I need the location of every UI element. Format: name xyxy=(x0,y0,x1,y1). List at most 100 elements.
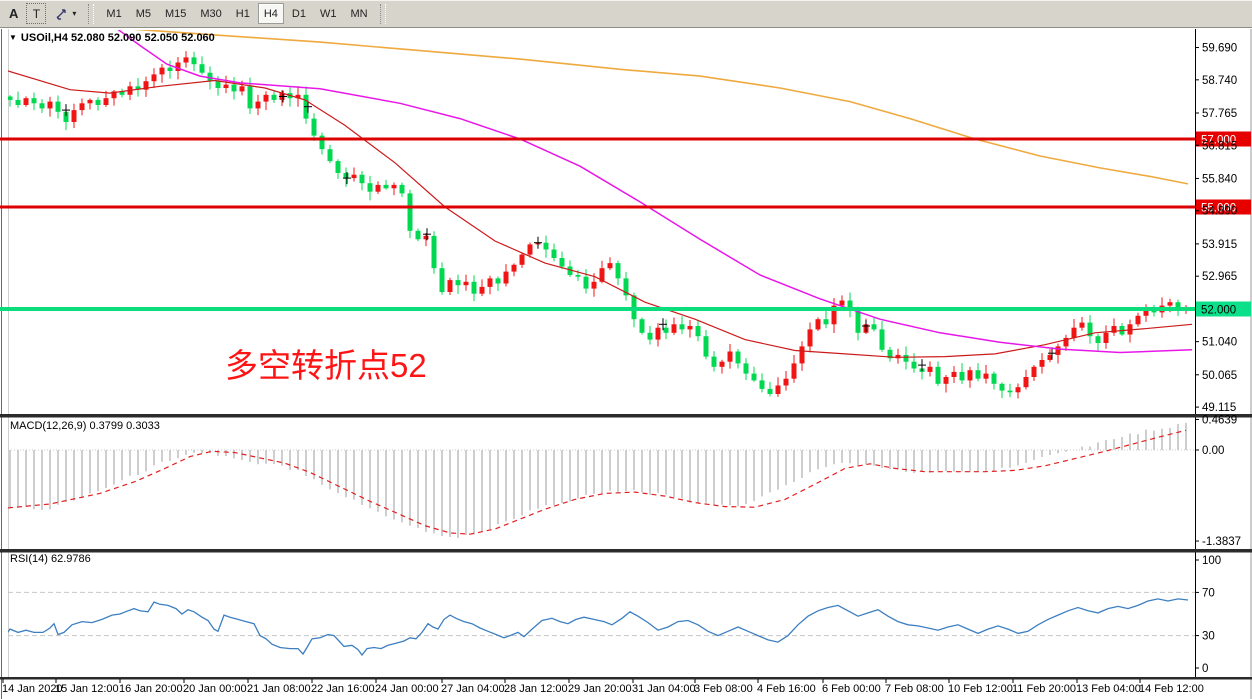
candle-body[interactable] xyxy=(887,349,893,359)
candle-body[interactable] xyxy=(815,319,821,330)
candle-body[interactable] xyxy=(1055,346,1061,355)
candle-body[interactable] xyxy=(39,103,45,109)
time-axis-label[interactable]: 16 Jan 20:00 xyxy=(119,683,183,695)
candle-body[interactable] xyxy=(1111,326,1117,333)
candle-body[interactable] xyxy=(647,332,653,340)
candle-body[interactable] xyxy=(151,74,157,82)
candle-body[interactable] xyxy=(255,101,261,109)
candle-body[interactable] xyxy=(671,324,677,333)
time-axis-label[interactable]: 14 Feb 12:00 xyxy=(1139,683,1204,695)
candle-body[interactable] xyxy=(207,72,213,82)
candle-body[interactable] xyxy=(383,184,389,189)
candle-body[interactable] xyxy=(871,324,877,330)
candle-body[interactable] xyxy=(8,96,13,100)
candle-body[interactable] xyxy=(1007,390,1013,393)
candle-body[interactable] xyxy=(983,373,989,379)
candle-body[interactable] xyxy=(847,300,853,311)
rsi-line[interactable] xyxy=(3,598,1189,657)
candle-body[interactable] xyxy=(415,230,421,240)
timeframe-button-w1[interactable]: W1 xyxy=(319,7,337,20)
timeframe-button-m30[interactable]: M30 xyxy=(200,7,222,20)
candle-body[interactable] xyxy=(199,64,205,73)
candle-body[interactable] xyxy=(1015,387,1021,393)
candle-body[interactable] xyxy=(599,268,605,282)
candle-body[interactable] xyxy=(663,327,669,333)
candle-body[interactable] xyxy=(1063,337,1069,347)
candle-body[interactable] xyxy=(351,174,357,179)
candle-body[interactable] xyxy=(615,263,621,279)
candle-body[interactable] xyxy=(31,98,37,104)
candle-body[interactable] xyxy=(727,351,733,362)
candle-body[interactable] xyxy=(679,324,685,330)
candle-body[interactable] xyxy=(1103,332,1109,343)
candle-body[interactable] xyxy=(343,173,349,179)
candle-body[interactable] xyxy=(967,370,973,381)
candle-body[interactable] xyxy=(879,329,885,350)
candle-body[interactable] xyxy=(503,271,509,284)
timeframe-button-d1[interactable]: D1 xyxy=(291,7,306,20)
candle-body[interactable] xyxy=(703,336,709,357)
candle-body[interactable] xyxy=(183,57,189,63)
candle-body[interactable] xyxy=(575,275,581,277)
candle-body[interactable] xyxy=(511,264,517,272)
time-axis-label[interactable]: 20 Jan 00:00 xyxy=(183,683,247,695)
candle-body[interactable] xyxy=(639,319,645,333)
time-axis-label[interactable]: 3 Feb 08:00 xyxy=(694,683,753,695)
time-axis-label[interactable]: 22 Jan 16:00 xyxy=(311,683,375,695)
candle-body[interactable] xyxy=(191,57,197,65)
candle-body[interactable] xyxy=(1079,322,1085,328)
candle-body[interactable] xyxy=(71,110,77,122)
candle-body[interactable] xyxy=(103,98,109,105)
macd-signal-line[interactable] xyxy=(8,429,1187,535)
candle-body[interactable] xyxy=(55,101,61,112)
time-axis-label[interactable]: 10 Feb 12:00 xyxy=(948,683,1013,695)
toolbar-grip[interactable] xyxy=(379,3,386,24)
candle-body[interactable] xyxy=(239,86,245,92)
candle-body[interactable] xyxy=(927,366,933,372)
candle-body[interactable] xyxy=(479,286,485,294)
candle-body[interactable] xyxy=(23,98,29,105)
candle-body[interactable] xyxy=(1031,366,1037,377)
candle-body[interactable] xyxy=(1135,315,1141,325)
candle-body[interactable] xyxy=(495,278,501,284)
candle-body[interactable] xyxy=(583,276,589,289)
candle-body[interactable] xyxy=(143,81,149,90)
candle-body[interactable] xyxy=(975,370,981,379)
candle-body[interactable] xyxy=(271,94,277,100)
candle-body[interactable] xyxy=(911,361,917,369)
time-axis-label[interactable]: 29 Jan 20:00 xyxy=(568,683,632,695)
candle-body[interactable] xyxy=(719,361,725,367)
candle-body[interactable] xyxy=(439,268,445,292)
symbol-dropdown-icon[interactable]: ▼ xyxy=(9,33,17,42)
candle-body[interactable] xyxy=(391,184,397,189)
candle-body[interactable] xyxy=(175,62,181,72)
candle-body[interactable] xyxy=(215,81,221,88)
candle-body[interactable] xyxy=(407,193,413,231)
candle-body[interactable] xyxy=(167,67,173,71)
candle-body[interactable] xyxy=(1047,354,1053,360)
candle-body[interactable] xyxy=(119,91,125,95)
candle-body[interactable] xyxy=(311,118,317,136)
candle-body[interactable] xyxy=(783,378,789,386)
candle-body[interactable] xyxy=(319,135,325,150)
time-axis-label[interactable]: 24 Jan 00:00 xyxy=(375,683,439,695)
panel-separator[interactable] xyxy=(0,677,1252,680)
candle-body[interactable] xyxy=(367,183,373,192)
candle-body[interactable] xyxy=(959,371,965,381)
candle-body[interactable] xyxy=(943,377,949,384)
candle-body[interactable] xyxy=(903,354,909,362)
time-axis-label[interactable]: 31 Jan 04:00 xyxy=(632,683,696,695)
candle-body[interactable] xyxy=(895,354,901,359)
candle-body[interactable] xyxy=(799,346,805,364)
candle-body[interactable] xyxy=(607,263,613,269)
candle-body[interactable] xyxy=(1071,327,1077,338)
candle-body[interactable] xyxy=(455,280,461,286)
time-axis-label[interactable]: 6 Feb 00:00 xyxy=(822,683,881,695)
time-axis-label[interactable]: 7 Feb 08:00 xyxy=(885,683,944,695)
candle-body[interactable] xyxy=(63,111,69,122)
candle-body[interactable] xyxy=(807,329,813,347)
candle-body[interactable] xyxy=(335,161,341,173)
annotate-text-button[interactable]: A xyxy=(9,6,19,21)
candle-body[interactable] xyxy=(823,319,829,325)
timeframe-button-m15[interactable]: M15 xyxy=(164,7,187,20)
